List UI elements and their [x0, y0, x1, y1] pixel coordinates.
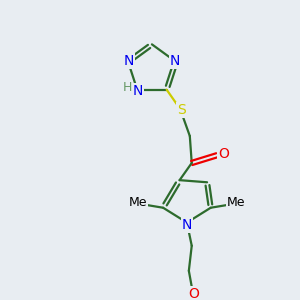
Text: Me: Me — [226, 196, 245, 209]
Text: N: N — [124, 54, 134, 68]
Text: O: O — [188, 287, 199, 300]
Text: N: N — [133, 84, 143, 98]
Text: H: H — [123, 81, 132, 94]
Text: N: N — [169, 54, 180, 68]
Text: O: O — [218, 147, 229, 161]
Text: Me: Me — [129, 196, 147, 209]
Text: S: S — [177, 103, 185, 117]
Text: N: N — [182, 218, 192, 232]
